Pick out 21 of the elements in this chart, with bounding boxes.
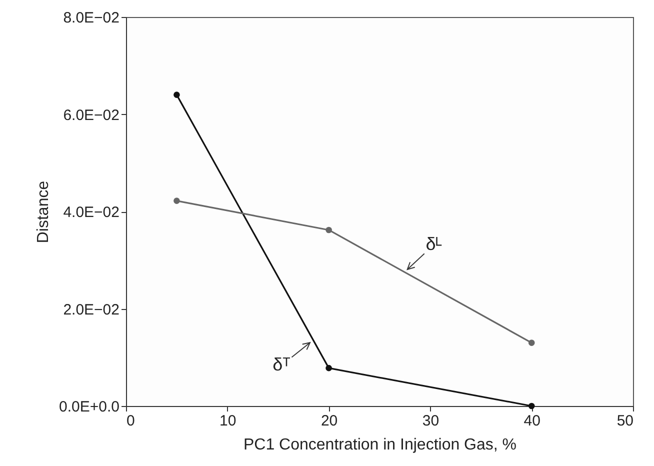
point bbox=[174, 198, 180, 204]
y-tick-label: 2.0E−02 bbox=[63, 301, 120, 318]
y-tick-label: 8.0E−02 bbox=[63, 10, 120, 26]
x-tick-label: 30 bbox=[422, 412, 440, 430]
point bbox=[174, 92, 180, 98]
point bbox=[326, 364, 332, 372]
x-tick-label: 0 bbox=[126, 412, 135, 430]
x-axis-title: PC1 Concentration in Injection Gas, % bbox=[243, 436, 517, 454]
x-tick-label: 10 bbox=[220, 412, 236, 430]
y-tick-label: 6.0E−02 bbox=[63, 106, 120, 124]
point bbox=[528, 340, 535, 346]
point bbox=[326, 226, 332, 234]
y-axis-title: Distance bbox=[35, 180, 52, 244]
y-tick-label: 0.0E+0.0 bbox=[59, 398, 120, 416]
x-tick-label: 40 bbox=[524, 412, 540, 430]
annotation: δᵀ bbox=[272, 354, 291, 374]
x-tick-label: 50 bbox=[616, 412, 634, 430]
y-tick-label: 4.0E−02 bbox=[63, 204, 120, 221]
annotation: δᴸ bbox=[426, 234, 442, 254]
x-tick-label: 20 bbox=[320, 412, 338, 430]
point bbox=[528, 402, 535, 410]
